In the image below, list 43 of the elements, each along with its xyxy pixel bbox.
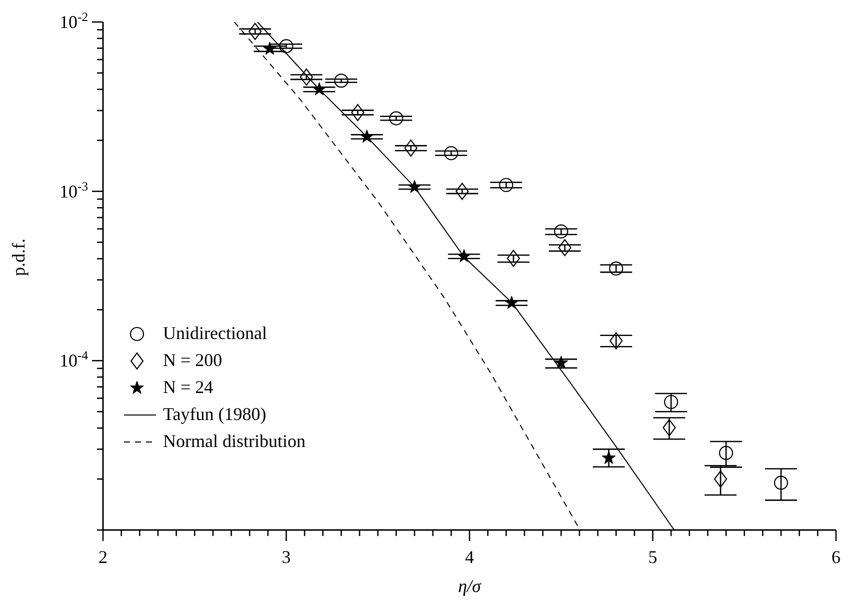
- point: [360, 130, 374, 143]
- point: [558, 239, 572, 256]
- x-tick-label: 3: [282, 547, 291, 567]
- x-tick-label: 2: [98, 547, 108, 567]
- x-tick-label: 6: [832, 547, 840, 567]
- point: [609, 261, 624, 276]
- point: [662, 419, 676, 436]
- point: [610, 332, 623, 350]
- point: [456, 182, 469, 200]
- point: [300, 68, 313, 86]
- x-tick-label: 5: [648, 547, 658, 567]
- point: [774, 476, 788, 490]
- point: [719, 446, 734, 460]
- legend-label: Normal distribution: [163, 431, 306, 452]
- x-tick-label: 4: [465, 547, 474, 567]
- point: [664, 394, 678, 410]
- point: [554, 224, 568, 238]
- legend-label: Tayfun (1980): [163, 404, 266, 425]
- legend-label: N = 24: [163, 377, 214, 398]
- point: [554, 356, 568, 369]
- y-axis-title: p.d.f.: [8, 238, 28, 276]
- point: [714, 470, 728, 488]
- y-tick-label: 10$^{-2}$: [60, 10, 88, 32]
- point: [408, 180, 422, 193]
- y-tick-label: 10$^{-3}$: [60, 179, 88, 202]
- point: [248, 22, 262, 40]
- legend-label: N = 200: [163, 350, 222, 371]
- point: [506, 250, 520, 267]
- y-tick-label: 10$^{-4}$: [60, 348, 89, 371]
- point: [262, 42, 277, 55]
- point: [444, 146, 458, 160]
- point: [389, 111, 404, 126]
- point: [504, 296, 519, 309]
- point: [334, 74, 348, 88]
- point: [404, 140, 418, 157]
- legend-label: Unidirectional: [163, 323, 267, 344]
- point: [499, 178, 514, 192]
- x-axis-title: η/σ: [458, 576, 482, 596]
- point: [602, 450, 616, 464]
- point: [351, 104, 364, 122]
- point: [312, 82, 326, 96]
- point: [279, 39, 294, 54]
- point: [457, 249, 471, 262]
